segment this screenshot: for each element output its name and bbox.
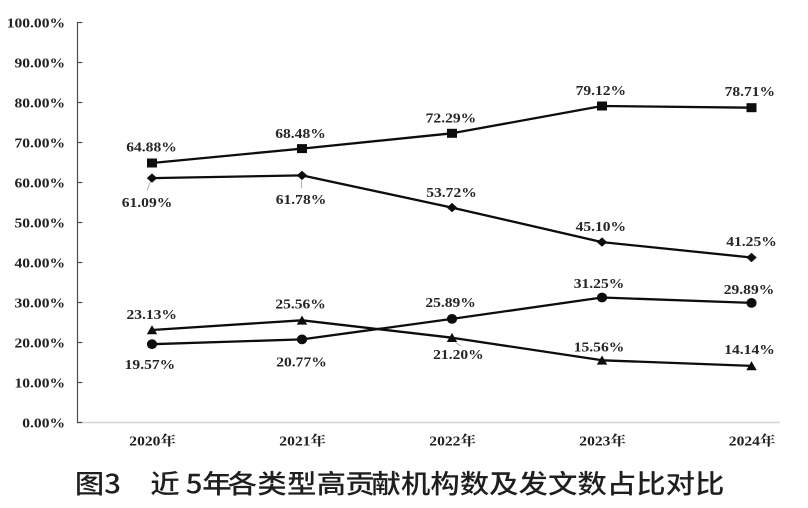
svg-text:2021: 2021 bbox=[279, 434, 310, 449]
svg-text:2020: 2020 bbox=[129, 434, 160, 449]
svg-text:40.00%: 40.00% bbox=[15, 256, 65, 271]
svg-text:61.78%: 61.78% bbox=[276, 193, 326, 208]
svg-text:0.00%: 0.00% bbox=[22, 416, 65, 431]
svg-text:100.00%: 100.00% bbox=[7, 16, 65, 31]
svg-text:25.56%: 25.56% bbox=[275, 297, 325, 312]
svg-text:2022: 2022 bbox=[429, 434, 460, 449]
svg-text:70.00%: 70.00% bbox=[15, 136, 65, 151]
svg-text:10.00%: 10.00% bbox=[15, 376, 65, 391]
svg-text:2024: 2024 bbox=[729, 434, 761, 449]
svg-text:20.00%: 20.00% bbox=[15, 336, 65, 351]
svg-text:21.20%: 21.20% bbox=[433, 348, 483, 363]
svg-text:68.48%: 68.48% bbox=[275, 126, 325, 141]
svg-text:14.14%: 14.14% bbox=[724, 343, 774, 358]
svg-text:64.88%: 64.88% bbox=[126, 140, 176, 155]
svg-text:50.00%: 50.00% bbox=[15, 216, 65, 231]
svg-text:19.57%: 19.57% bbox=[125, 358, 175, 373]
svg-text:20.77%: 20.77% bbox=[276, 355, 326, 370]
svg-text:60.00%: 60.00% bbox=[15, 176, 65, 191]
svg-text:61.09%: 61.09% bbox=[122, 196, 172, 211]
svg-text:31.25%: 31.25% bbox=[574, 277, 624, 292]
svg-text:72.29%: 72.29% bbox=[426, 111, 476, 126]
svg-text:30.00%: 30.00% bbox=[15, 296, 65, 311]
svg-text:79.12%: 79.12% bbox=[576, 83, 626, 98]
svg-text:80.00%: 80.00% bbox=[15, 96, 65, 111]
svg-text:53.72%: 53.72% bbox=[426, 186, 476, 201]
svg-text:41.25%: 41.25% bbox=[726, 235, 776, 250]
svg-text:2023: 2023 bbox=[579, 434, 610, 449]
svg-text:23.13%: 23.13% bbox=[126, 307, 176, 322]
svg-text:78.71%: 78.71% bbox=[725, 84, 775, 99]
svg-text:15.56%: 15.56% bbox=[574, 340, 624, 355]
svg-text:25.89%: 25.89% bbox=[425, 295, 475, 310]
svg-text:45.10%: 45.10% bbox=[576, 220, 626, 235]
svg-text:90.00%: 90.00% bbox=[15, 56, 65, 71]
svg-text:29.89%: 29.89% bbox=[724, 283, 774, 298]
